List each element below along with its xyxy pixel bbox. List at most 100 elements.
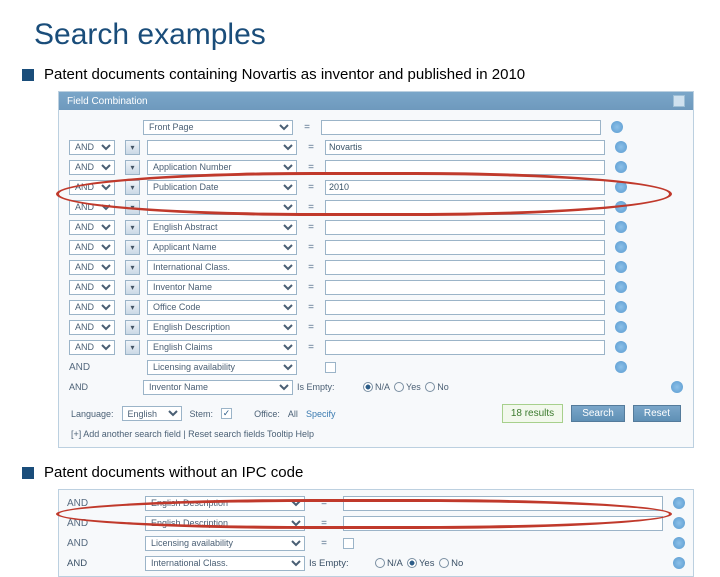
op-select[interactable]: AND	[69, 140, 115, 155]
info-icon[interactable]	[615, 141, 627, 153]
field-select[interactable]: English Description	[145, 516, 305, 531]
op-label: AND	[67, 538, 119, 549]
radio-yes[interactable]	[394, 382, 404, 392]
field-select[interactable]: Licensing availability	[145, 536, 305, 551]
field-select[interactable]: English Description	[145, 496, 305, 511]
language-select[interactable]: English	[122, 406, 182, 421]
info-icon[interactable]	[673, 517, 685, 529]
field-select[interactable]: International Class.	[147, 260, 297, 275]
radio2-yes[interactable]	[407, 558, 417, 568]
value-input[interactable]	[325, 140, 605, 155]
info-icon[interactable]	[615, 201, 627, 213]
slide-title: Search examples	[0, 0, 720, 62]
isempty2-field-select[interactable]: International Class.	[145, 556, 305, 571]
info-icon[interactable]	[615, 221, 627, 233]
field-select[interactable]: Publication Date	[147, 180, 297, 195]
info-icon[interactable]	[611, 121, 623, 133]
value-input[interactable]	[325, 180, 605, 195]
eq-icon: =	[297, 122, 317, 133]
reset-button[interactable]: Reset	[633, 405, 681, 422]
chevron-down-icon[interactable]: ▾	[125, 220, 140, 235]
search-row: AND▾=	[69, 138, 683, 156]
footer-links[interactable]: [+] Add another search field | Reset sea…	[69, 425, 683, 441]
value-input[interactable]	[325, 240, 605, 255]
field-select[interactable]: Applicant Name	[147, 240, 297, 255]
value-input[interactable]	[325, 160, 605, 175]
info-icon[interactable]	[615, 261, 627, 273]
radio2-no[interactable]	[439, 558, 449, 568]
chevron-down-icon[interactable]: ▾	[125, 180, 140, 195]
info-icon[interactable]	[615, 281, 627, 293]
chevron-down-icon[interactable]: ▾	[125, 200, 140, 215]
info-icon[interactable]	[673, 497, 685, 509]
op-select[interactable]: AND	[69, 180, 115, 195]
field-select[interactable]	[147, 200, 297, 215]
isempty-field-select[interactable]: Inventor Name	[143, 380, 293, 395]
value-input[interactable]	[325, 220, 605, 235]
field-select[interactable]: English Abstract	[147, 220, 297, 235]
field-select[interactable]: Office Code	[147, 300, 297, 315]
field-select[interactable]: Application Number	[147, 160, 297, 175]
op-select[interactable]: AND	[69, 240, 115, 255]
radio-no[interactable]	[425, 382, 435, 392]
chevron-down-icon[interactable]: ▾	[125, 300, 140, 315]
op-select[interactable]: AND	[69, 160, 115, 175]
info-icon[interactable]	[615, 321, 627, 333]
chevron-down-icon[interactable]: ▾	[125, 240, 140, 255]
info-icon[interactable]	[673, 557, 685, 569]
eq-icon: =	[309, 538, 339, 549]
info-icon[interactable]	[615, 301, 627, 313]
field-select[interactable]: English Description	[147, 320, 297, 335]
value-input[interactable]	[343, 516, 663, 531]
info-icon[interactable]	[615, 161, 627, 173]
op-select[interactable]: AND	[69, 300, 115, 315]
licensing2-checkbox[interactable]	[343, 538, 354, 549]
panel-footer: Language: English Stem: Office: All Spec…	[69, 398, 683, 425]
chevron-down-icon[interactable]: ▾	[125, 260, 140, 275]
field-select[interactable]	[147, 140, 297, 155]
licensing-checkbox[interactable]	[325, 362, 336, 373]
value-input-first[interactable]	[321, 120, 601, 135]
eq-icon: =	[309, 518, 339, 529]
op-select[interactable]: AND	[69, 320, 115, 335]
chevron-down-icon[interactable]: ▾	[125, 140, 140, 155]
search-button[interactable]: Search	[571, 405, 625, 422]
radio-na[interactable]	[363, 382, 373, 392]
info-icon[interactable]	[615, 181, 627, 193]
op-select[interactable]: AND	[69, 200, 115, 215]
op-select[interactable]: AND	[69, 340, 115, 355]
info-icon[interactable]	[615, 341, 627, 353]
op-select[interactable]: AND	[69, 260, 115, 275]
value-input[interactable]	[343, 496, 663, 511]
field-select-licensing[interactable]: Licensing availability	[147, 360, 297, 375]
search-row: ANDEnglish Description=	[67, 514, 685, 532]
panel-action-icon[interactable]	[673, 95, 685, 107]
isempty-radios: N/A Yes No	[361, 382, 661, 393]
field-select[interactable]: English Claims	[147, 340, 297, 355]
value-input[interactable]	[325, 260, 605, 275]
field-select-first[interactable]: Front Page	[143, 120, 293, 135]
info-icon[interactable]	[673, 537, 685, 549]
value-input[interactable]	[325, 280, 605, 295]
chevron-down-icon[interactable]: ▾	[125, 340, 140, 355]
field-select[interactable]: Inventor Name	[147, 280, 297, 295]
chevron-down-icon[interactable]: ▾	[125, 320, 140, 335]
info-icon[interactable]	[615, 241, 627, 253]
stem-checkbox[interactable]	[221, 408, 232, 419]
value-input[interactable]	[325, 340, 605, 355]
value-input[interactable]	[325, 200, 605, 215]
value-input[interactable]	[325, 320, 605, 335]
search-row: AND Licensing availability =	[67, 534, 685, 552]
radio2-na[interactable]	[375, 558, 385, 568]
info-icon[interactable]	[615, 361, 627, 373]
chevron-down-icon[interactable]: ▾	[125, 280, 140, 295]
value-input[interactable]	[325, 300, 605, 315]
op-select[interactable]: AND	[69, 220, 115, 235]
specify-link[interactable]: Specify	[306, 409, 336, 419]
isempty-row-2: AND International Class. Is Empty: N/A Y…	[67, 554, 685, 572]
info-icon[interactable]	[671, 381, 683, 393]
eq-icon: =	[301, 322, 321, 333]
search-row: AND▾Applicant Name=	[69, 238, 683, 256]
op-select[interactable]: AND	[69, 280, 115, 295]
chevron-down-icon[interactable]: ▾	[125, 160, 140, 175]
